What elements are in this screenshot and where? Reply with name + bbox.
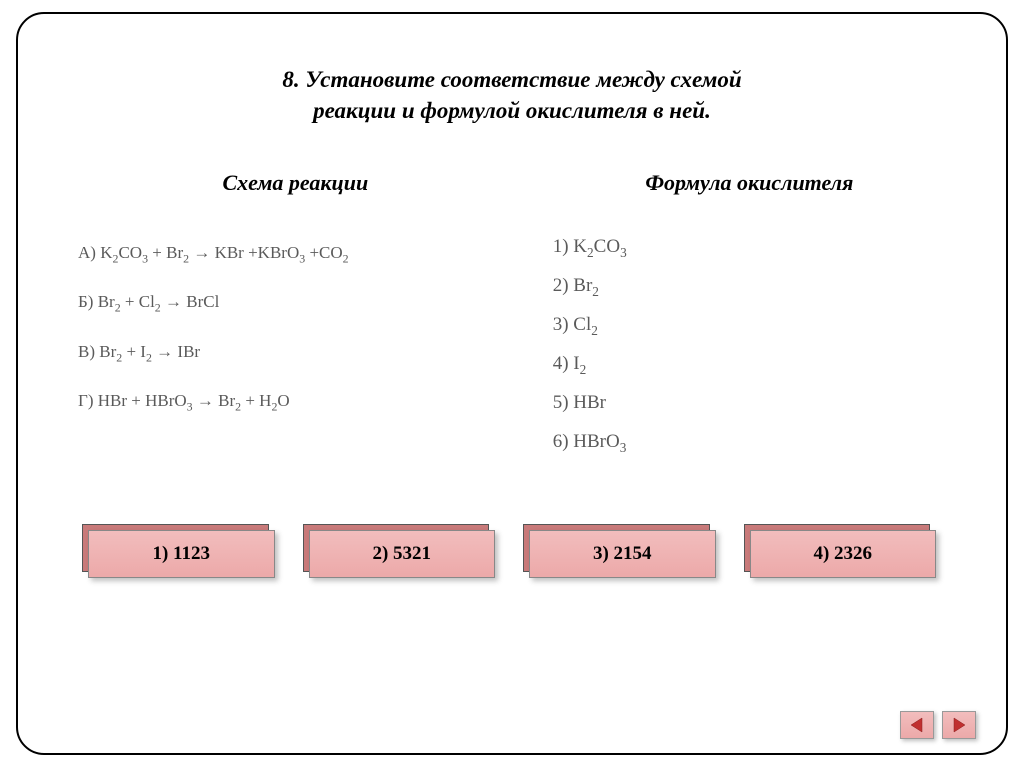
nav-controls bbox=[900, 711, 976, 739]
oxidizer-label: 3) bbox=[553, 314, 569, 335]
next-button[interactable] bbox=[942, 711, 976, 739]
oxidizer-label: 2) bbox=[553, 275, 569, 296]
oxidizer-formula: I2 bbox=[573, 353, 586, 374]
reaction-item: В) Br2 + I2 → IBr bbox=[78, 327, 513, 376]
button-face: 1) 1123 bbox=[88, 530, 275, 578]
oxidizer-label: 1) bbox=[553, 236, 569, 257]
reaction-label: Б) bbox=[78, 292, 93, 311]
reaction-label: А) bbox=[78, 243, 96, 262]
oxidizer-item: 5) HBr bbox=[553, 384, 946, 423]
oxidizer-label: 5) bbox=[553, 392, 569, 413]
oxidizer-formula: Cl2 bbox=[573, 314, 598, 335]
reaction-list: А) K2CO3 + Br2 → KBr +KBrO3 +CO2 Б) Br2 … bbox=[78, 228, 513, 425]
oxidizer-formula: K2CO3 bbox=[573, 236, 626, 257]
question-title: 8. Установите соответствие между схемой … bbox=[78, 64, 946, 126]
oxidizer-formula: HBr bbox=[573, 392, 606, 413]
oxidizer-item: 4) I2 bbox=[553, 345, 946, 384]
oxidizer-header: Формула окислителя bbox=[553, 170, 946, 196]
oxidizer-item: 2) Br2 bbox=[553, 267, 946, 306]
title-line-1: 8. Установите соответствие между схемой bbox=[282, 67, 741, 92]
answer-option-4[interactable]: 4) 2326 bbox=[750, 530, 937, 578]
answer-option-1[interactable]: 1) 1123 bbox=[88, 530, 275, 578]
oxidizer-item: 1) K2CO3 bbox=[553, 228, 946, 267]
reaction-header: Схема реакции bbox=[78, 170, 513, 196]
reaction-formula: K2CO3 + Br2 → KBr +KBrO3 +CO2 bbox=[100, 243, 348, 262]
button-face: 4) 2326 bbox=[750, 530, 937, 578]
button-face: 3) 2154 bbox=[529, 530, 716, 578]
reaction-item: Б) Br2 + Cl2 → BrCl bbox=[78, 277, 513, 326]
reaction-formula: HBr + HBrO3 → Br2 + H2O bbox=[98, 391, 290, 410]
oxidizer-formula: Br2 bbox=[573, 275, 599, 296]
oxidizer-formula: HBrO3 bbox=[573, 431, 626, 452]
title-line-2: реакции и формулой окислителя в ней. bbox=[313, 98, 711, 123]
answer-label: 2) 5321 bbox=[372, 543, 431, 565]
reaction-item: А) K2CO3 + Br2 → KBr +KBrO3 +CO2 bbox=[78, 228, 513, 277]
reaction-column: Схема реакции А) K2CO3 + Br2 → KBr +KBrO… bbox=[78, 170, 513, 462]
reaction-label: Г) bbox=[78, 391, 94, 410]
answer-label: 4) 2326 bbox=[813, 543, 872, 565]
button-face: 2) 5321 bbox=[309, 530, 496, 578]
oxidizer-column: Формула окислителя 1) K2CO3 2) Br2 3) Cl… bbox=[553, 170, 946, 462]
reaction-formula: Br2 + I2 → IBr bbox=[99, 342, 200, 361]
answer-option-3[interactable]: 3) 2154 bbox=[529, 530, 716, 578]
content-columns: Схема реакции А) K2CO3 + Br2 → KBr +KBrO… bbox=[78, 170, 946, 462]
oxidizer-item: 6) HBrO3 bbox=[553, 423, 946, 462]
answer-label: 1) 1123 bbox=[152, 543, 210, 565]
prev-button[interactable] bbox=[900, 711, 934, 739]
oxidizer-label: 4) bbox=[553, 353, 569, 374]
answer-label: 3) 2154 bbox=[593, 543, 652, 565]
slide-frame: 8. Установите соответствие между схемой … bbox=[16, 12, 1008, 755]
oxidizer-list: 1) K2CO3 2) Br2 3) Cl2 4) I2 5) HBr bbox=[553, 228, 946, 462]
reaction-item: Г) HBr + HBrO3 → Br2 + H2O bbox=[78, 376, 513, 425]
oxidizer-item: 3) Cl2 bbox=[553, 306, 946, 345]
oxidizer-label: 6) bbox=[553, 431, 569, 452]
answer-row: 1) 1123 2) 5321 3) 2154 4) 2326 bbox=[78, 530, 946, 578]
answer-option-2[interactable]: 2) 5321 bbox=[309, 530, 496, 578]
reaction-label: В) bbox=[78, 342, 95, 361]
reaction-formula: Br2 + Cl2 → BrCl bbox=[98, 292, 220, 311]
triangle-right-icon bbox=[951, 717, 967, 733]
triangle-left-icon bbox=[909, 717, 925, 733]
